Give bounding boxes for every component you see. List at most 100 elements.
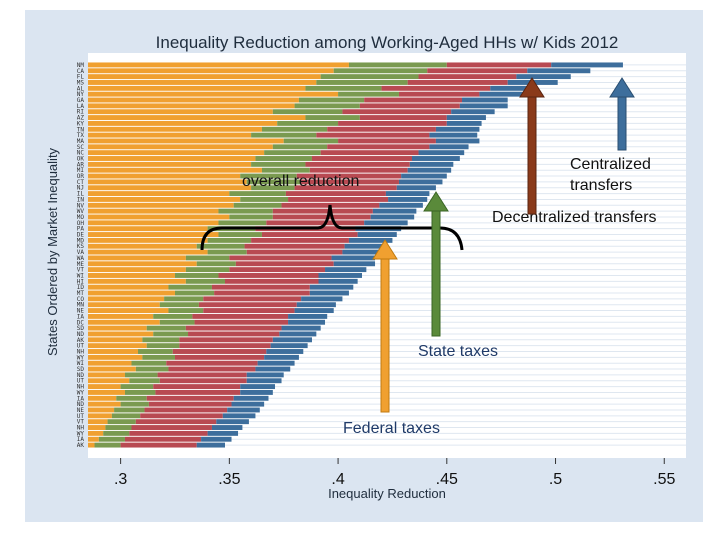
bar-federal	[88, 138, 284, 144]
bar-federal	[88, 372, 125, 378]
bar-federal	[88, 156, 256, 161]
state-tick-label: NH	[77, 425, 85, 432]
bar-federal	[88, 126, 262, 132]
bar-centralized	[372, 208, 417, 214]
bar-federal	[88, 337, 143, 343]
annotation-overall-reduction: overall reduction	[242, 173, 359, 190]
bar-federal	[88, 167, 262, 173]
bar-federal	[88, 313, 154, 319]
state-tick-label: NY	[77, 91, 85, 98]
bar-decentralized	[166, 360, 258, 366]
bar-federal	[88, 80, 317, 85]
bar-centralized	[246, 372, 284, 378]
bar-centralized	[348, 237, 393, 243]
bar-federal	[88, 384, 121, 390]
bar-federal	[88, 378, 130, 384]
bar-decentralized	[120, 442, 197, 448]
bar-state	[272, 109, 343, 115]
bar-state	[229, 214, 273, 220]
bar-federal	[88, 436, 99, 442]
bar-decentralized	[174, 354, 265, 360]
bar-decentralized	[235, 261, 334, 267]
state-labels-group: NMCAFLMSALNYGALARIAZKYTNTXMASCNCOKARMIOR…	[77, 62, 85, 449]
bar-decentralized	[168, 366, 256, 372]
state-tick-label: ME	[77, 261, 85, 268]
bar-decentralized	[342, 109, 452, 115]
bar-federal	[88, 74, 321, 80]
bar-state	[283, 138, 339, 144]
state-tick-label: TX	[77, 132, 85, 139]
bar-state	[114, 407, 145, 413]
bar-state	[174, 273, 219, 278]
bar-state	[164, 296, 204, 302]
state-tick-label: ID	[77, 284, 85, 291]
bar-centralized	[227, 407, 260, 413]
bar-decentralized	[185, 325, 282, 331]
bar-federal	[88, 144, 273, 150]
state-tick-label: NJ	[77, 185, 84, 192]
bar-centralized	[240, 389, 273, 395]
bar-federal	[88, 120, 278, 126]
state-tick-label: AL	[77, 85, 85, 92]
chart-title: Inequality Reduction among Working-Aged …	[156, 33, 619, 52]
bar-state	[251, 132, 317, 138]
bar-federal	[88, 419, 108, 425]
state-tick-label: MN	[77, 302, 85, 309]
bar-centralized	[201, 436, 232, 442]
bar-centralized	[370, 214, 415, 220]
bar-federal	[88, 249, 208, 255]
annotation-state-taxes: State taxes	[418, 343, 498, 360]
bar-state	[159, 302, 199, 308]
bar-federal	[88, 115, 306, 121]
bar-federal	[88, 354, 143, 360]
x-tick-label: .35	[218, 471, 240, 488]
bar-centralized	[233, 395, 269, 401]
bar-federal	[88, 413, 112, 419]
bar-decentralized	[272, 208, 373, 214]
bar-federal	[88, 226, 208, 232]
bar-state	[261, 126, 328, 132]
state-tick-label: UT	[77, 378, 85, 385]
bar-federal	[88, 68, 334, 74]
bar-centralized	[231, 401, 265, 407]
bar-federal	[88, 331, 154, 337]
bar-state	[146, 343, 180, 349]
bar-federal	[88, 214, 230, 220]
bar-centralized	[270, 343, 308, 349]
bar-state	[305, 85, 382, 91]
bar-state	[298, 97, 365, 103]
bar-centralized	[281, 325, 321, 331]
bar-centralized	[451, 109, 495, 115]
bar-centralized	[296, 302, 336, 308]
bar-decentralized	[188, 331, 280, 337]
bar-federal	[88, 430, 104, 436]
bar-state	[138, 349, 173, 354]
state-tick-label: LA	[77, 103, 85, 110]
annotation-decentralized-transfers: Decentralized transfers	[492, 209, 657, 226]
bar-centralized	[196, 442, 225, 448]
state-tick-label: OR	[77, 173, 85, 180]
bar-state	[218, 232, 262, 237]
bar-state	[135, 366, 169, 372]
state-tick-label: KY	[77, 120, 85, 127]
bar-federal	[88, 278, 186, 284]
bar-centralized	[479, 91, 523, 97]
state-tick-label: NE	[77, 308, 85, 315]
bar-state	[120, 384, 154, 390]
state-tick-label: NC	[77, 150, 85, 157]
bar-federal	[88, 425, 106, 430]
state-tick-label: WI	[77, 272, 85, 279]
bar-decentralized	[296, 173, 402, 179]
state-tick-label: IN	[77, 196, 85, 203]
bar-state	[246, 179, 302, 185]
overall-brace	[200, 204, 464, 251]
bar-decentralized	[359, 115, 447, 121]
state-tick-label: ND	[77, 372, 85, 379]
x-tick-label: .55	[653, 471, 675, 488]
bar-centralized	[357, 232, 397, 237]
bar-centralized	[279, 331, 317, 337]
state-tick-label: AK	[77, 337, 85, 344]
bar-decentralized	[266, 220, 365, 226]
centralized-label-line1: Centralized	[570, 156, 651, 173]
bar-centralized	[527, 68, 591, 74]
